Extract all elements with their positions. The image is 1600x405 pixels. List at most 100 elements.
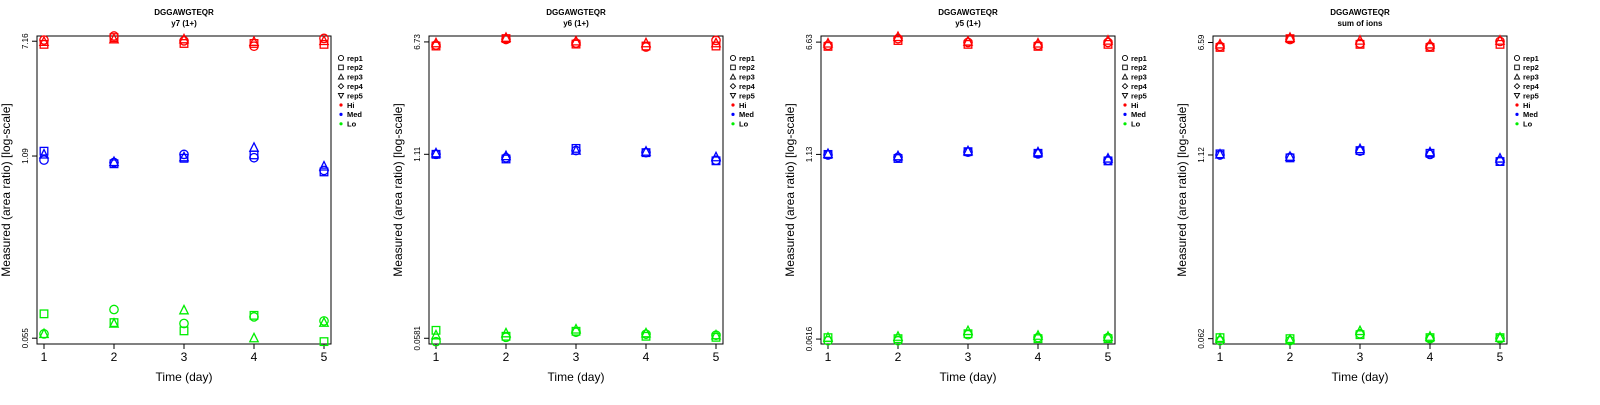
chart-title: DGGAWGTEQR (1330, 8, 1390, 17)
legend-label: rep1 (347, 54, 363, 63)
legend-symbol (1515, 122, 1519, 126)
data-point (178, 32, 190, 44)
x-tick-label: 4 (1427, 350, 1434, 364)
legend-symbol (1123, 103, 1127, 107)
data-point (711, 35, 721, 46)
plot-frame (428, 35, 724, 345)
legend-label: rep3 (1131, 73, 1147, 82)
data-point (1425, 333, 1435, 343)
legend-label: Med (1131, 110, 1146, 119)
legend-item-hi: Hi (339, 101, 355, 110)
legend-label: rep4 (347, 82, 364, 91)
legend-symbol (337, 54, 345, 62)
data-point (710, 36, 722, 48)
legend-item-hi: Hi (731, 101, 747, 110)
legend-item-rep1: rep1 (337, 54, 363, 63)
x-tick-label: 5 (1497, 350, 1504, 364)
series-lo-rep2 (823, 329, 1113, 344)
legend-item-rep3: rep3 (729, 73, 755, 82)
data-point (823, 149, 833, 159)
legend-item-rep5: rep5 (337, 91, 363, 100)
x-tick-label: 1 (825, 350, 832, 364)
legend-label: rep1 (739, 54, 755, 63)
legend-symbol (1513, 73, 1521, 80)
legend-item-hi: Hi (1515, 101, 1531, 110)
y-tick-label: 6.73 (413, 34, 422, 50)
legend-label: rep2 (1523, 63, 1539, 72)
data-point (1102, 34, 1114, 45)
legend-item-rep1: rep1 (1121, 54, 1147, 63)
legend-symbol (1121, 73, 1129, 80)
chart-subtitle: sum of ions (1338, 19, 1383, 28)
legend-item-rep2: rep2 (1514, 63, 1539, 72)
y-axis-label: Measured (area ratio) [log-scale] (0, 103, 13, 276)
data-point (249, 152, 259, 163)
plot-frame (820, 35, 1116, 345)
legend-label: Hi (739, 101, 747, 110)
legend-label: rep2 (739, 63, 755, 72)
data-point (38, 327, 50, 339)
series-hi-rep3 (822, 30, 1114, 48)
data-point (319, 337, 329, 347)
x-axis-label: Time (day) (548, 370, 605, 384)
x-tick-label: 3 (1357, 350, 1364, 364)
legend-symbol (339, 103, 343, 107)
series-med-rep1 (431, 145, 721, 166)
chart-subtitle: y6 (1+) (563, 19, 589, 28)
legend-item-lo: Lo (731, 120, 749, 129)
legend-label: rep1 (1523, 54, 1539, 63)
chart-panel-1: DGGAWGTEQR y7 (1+) 1 2 3 4 5 0.055 1.09 7.16 Time … (0, 8, 364, 384)
data-point (318, 160, 330, 171)
data-point (319, 167, 329, 177)
x-tick-label: 2 (895, 350, 902, 364)
data-point (822, 147, 834, 159)
legend-symbol (1513, 92, 1521, 100)
x-tick-label: 3 (965, 350, 972, 364)
legend-label: rep3 (347, 73, 363, 82)
legend-item-lo: Lo (1123, 120, 1141, 129)
data-point (431, 336, 441, 347)
chart-subtitle: y5 (1+) (955, 19, 981, 28)
data-point (1494, 34, 1506, 45)
data-point (1425, 148, 1435, 158)
data-point (710, 150, 722, 162)
series-med-rep1 (1215, 146, 1505, 166)
legend-label: rep5 (739, 91, 755, 100)
data-point (431, 325, 441, 335)
data-point (1494, 152, 1506, 163)
series-hi-rep3 (430, 31, 722, 48)
x-tick-label: 1 (41, 350, 48, 364)
series-lo-rep3 (430, 323, 722, 340)
legend-item-rep1: rep1 (1513, 54, 1539, 63)
legend-label: Hi (347, 101, 355, 110)
legend-label: Lo (739, 120, 749, 129)
legend-item-rep5: rep5 (1513, 91, 1539, 100)
x-tick-label: 4 (1035, 350, 1042, 364)
series-lo-rep3 (38, 303, 330, 343)
series-med-rep2 (1215, 146, 1505, 166)
legend-item-rep4: rep4 (337, 82, 364, 91)
data-point (892, 149, 904, 161)
chart-title: DGGAWGTEQR (154, 8, 214, 17)
data-point (822, 37, 834, 48)
data-point (319, 33, 329, 44)
legend-symbol (729, 92, 737, 100)
x-tick-label: 2 (111, 350, 118, 364)
data-point (318, 316, 330, 327)
legend-item-rep3: rep3 (1513, 73, 1539, 82)
legend-label: rep2 (1131, 63, 1147, 72)
series-lo-rep1 (431, 327, 721, 347)
data-point (1214, 148, 1226, 159)
series-lo-rep2 (39, 309, 329, 347)
y-tick-label: 0.0616 (805, 326, 814, 351)
legend-item-rep2: rep2 (730, 63, 755, 72)
data-point (1284, 31, 1296, 43)
x-tick-label: 4 (643, 350, 650, 364)
data-point (1284, 333, 1296, 344)
legend-item-rep5: rep5 (729, 91, 755, 100)
